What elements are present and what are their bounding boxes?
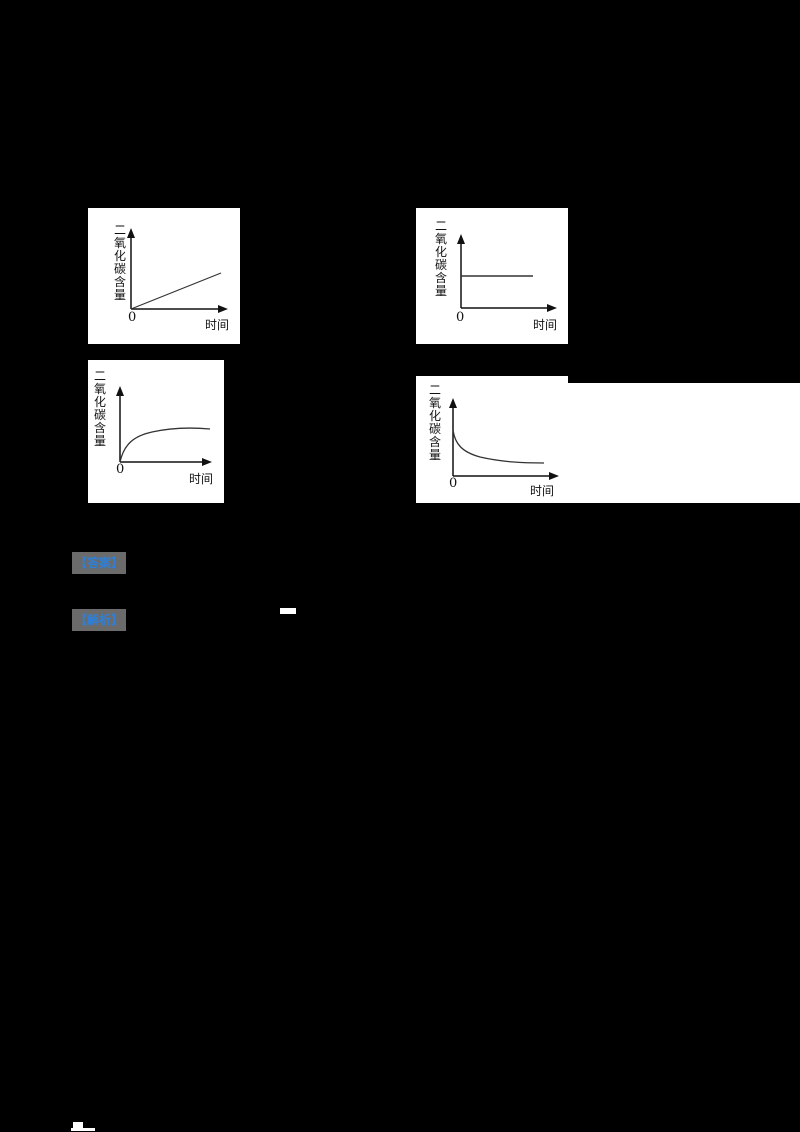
graph-d-plot (449, 398, 559, 480)
graph-d-ylabel: 二氧化碳含量 (428, 383, 441, 462)
small-mark-bottom-line (71, 1128, 95, 1131)
small-mark-bottom (73, 1122, 83, 1128)
graph-c-ylabel: 二氧化碳含量 (93, 369, 106, 448)
answer-badge: 【答案】 (72, 552, 126, 574)
graph-d-xlabel: 时间 (530, 484, 555, 498)
graph-b: 二氧化碳含量 0 时间 (416, 208, 568, 344)
graph-b-plot (457, 234, 557, 312)
graph-a-plot (127, 228, 228, 313)
graph-a: 二氧化碳含量 0 时间 (88, 208, 240, 344)
graph-a-ylabel: 二氧化碳含量 (113, 223, 126, 302)
graph-c-plot (116, 386, 212, 466)
graph-d: 二氧化碳含量 0 时间 (416, 376, 568, 503)
analysis-badge: 【解析】 (72, 609, 126, 631)
graph-c: 二氧化碳含量 0 时间 (88, 360, 224, 503)
blank-region (568, 383, 800, 503)
graph-d-origin: 0 (449, 476, 458, 491)
graph-a-xlabel: 时间 (205, 318, 230, 332)
graph-c-xlabel: 时间 (189, 472, 214, 486)
graph-b-xlabel: 时间 (533, 318, 558, 332)
graph-c-origin: 0 (116, 462, 125, 477)
graph-a-origin: 0 (128, 310, 137, 325)
small-mark (280, 608, 296, 614)
graph-b-ylabel: 二氧化碳含量 (434, 219, 447, 298)
graph-b-origin: 0 (456, 310, 465, 325)
